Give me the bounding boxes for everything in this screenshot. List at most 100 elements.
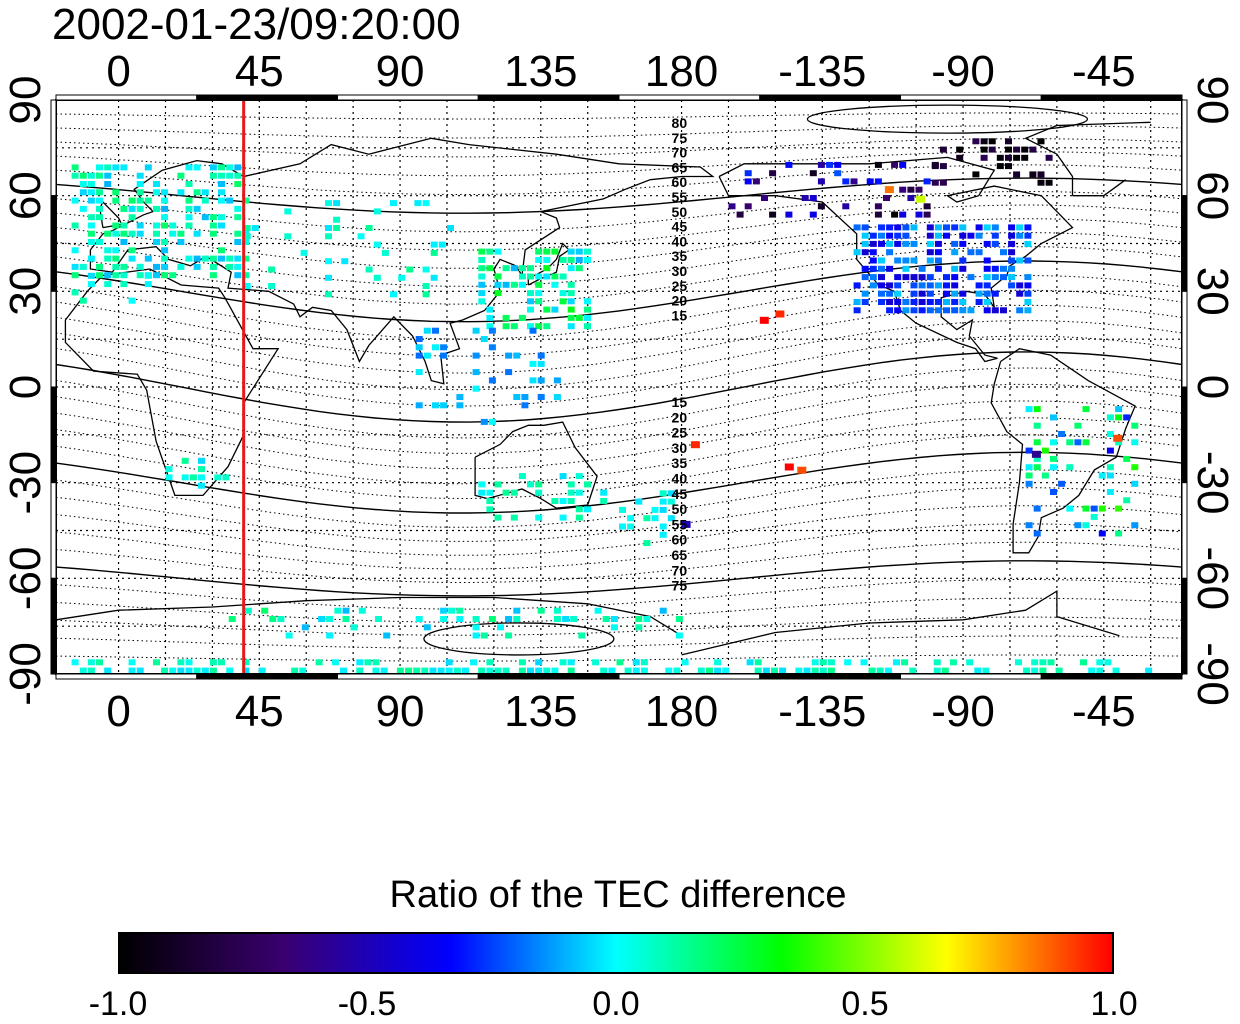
tec-point [518, 265, 526, 272]
tec-point [440, 607, 448, 614]
contour-line [55, 616, 1183, 636]
tec-point [559, 473, 567, 480]
tec-point [161, 214, 169, 221]
tec-point [801, 195, 809, 201]
tec-point [79, 205, 87, 212]
tec-point [779, 667, 787, 674]
tec-point [193, 164, 201, 171]
tec-point [910, 257, 918, 264]
tec-point [884, 186, 894, 194]
lon-tick-top: -90 [931, 47, 995, 96]
tec-point [559, 273, 567, 280]
contour-labels: 8075706560555045403530252015152025303540… [672, 115, 688, 594]
tec-point [570, 616, 578, 622]
tec-point [894, 282, 902, 289]
contour-line [55, 320, 1183, 391]
tec-point [422, 200, 430, 207]
tec-point [1013, 154, 1021, 161]
tec-point [193, 205, 201, 212]
tec-point [910, 274, 918, 281]
tec-point [934, 265, 942, 272]
tec-point [553, 377, 561, 384]
tec-point [383, 632, 391, 639]
tec-point [405, 667, 413, 674]
tec-point [1131, 480, 1139, 487]
tec-point [372, 667, 380, 674]
tec-point [494, 667, 502, 674]
tec-point [1088, 667, 1096, 674]
tec-point [899, 161, 907, 168]
tec-point [869, 240, 877, 247]
tec-point [1055, 667, 1063, 674]
tec-point [762, 667, 770, 674]
tec-point [861, 265, 869, 272]
tec-point [261, 607, 269, 614]
contour-line [55, 417, 1183, 485]
tec-point [242, 667, 250, 674]
tec-point [161, 239, 169, 245]
tec-point [326, 616, 334, 622]
tec-point [1025, 480, 1033, 487]
tec-point [819, 667, 827, 674]
tec-point [659, 506, 667, 513]
tec-point [1123, 455, 1131, 462]
tec-point [868, 667, 876, 674]
tec-point [136, 263, 144, 270]
tec-point [809, 170, 817, 177]
tec-point [681, 520, 691, 528]
tec-point [325, 200, 332, 207]
tec-point [299, 667, 307, 674]
tec-point [429, 667, 437, 674]
tec-point [894, 299, 902, 305]
tec-point [128, 230, 136, 237]
tec-point [104, 272, 112, 279]
tec-point [71, 172, 79, 179]
tec-point [943, 307, 950, 314]
tec-point [333, 225, 341, 231]
tec-point [915, 211, 923, 218]
lat-tick-left: 60 [1, 171, 50, 220]
lon-tick-top: 90 [376, 47, 425, 96]
tec-point [584, 314, 591, 321]
tec-point [1005, 163, 1012, 170]
tec-point [1024, 224, 1032, 231]
tec-point [785, 211, 793, 218]
map-frame [50, 94, 1188, 680]
tec-point [575, 506, 583, 513]
tec-point [193, 230, 201, 237]
tec-point [87, 239, 95, 245]
tec-point [478, 481, 486, 488]
tec-point [277, 616, 285, 622]
tec-point [910, 290, 918, 297]
tec-point [161, 222, 169, 229]
tec-point [1031, 659, 1039, 666]
tec-point [951, 274, 959, 281]
lat-tick-left: -90 [1, 642, 50, 706]
tec-point [472, 616, 480, 622]
tec-point [1013, 171, 1021, 178]
tec-point [1021, 154, 1029, 161]
tec-point [1106, 472, 1114, 479]
tec-point [218, 172, 225, 179]
tec-point [71, 197, 79, 204]
tec-point [1008, 265, 1016, 272]
tec-point [923, 203, 931, 210]
tec-point [931, 179, 939, 186]
tec-point [1033, 505, 1041, 512]
tec-point [79, 181, 87, 187]
tec-point [144, 272, 152, 279]
tec-point [488, 418, 496, 425]
tec-point [193, 667, 201, 674]
tec-point [136, 205, 144, 212]
tec-point [497, 624, 504, 631]
tec-point [1106, 447, 1114, 454]
lon-tick-bottom: -135 [778, 687, 866, 736]
tec-point [486, 498, 494, 504]
tec-point [494, 290, 502, 297]
tec-point [218, 214, 225, 221]
tec-point [926, 257, 934, 264]
tec-point [513, 616, 521, 622]
tec-point [486, 306, 494, 313]
tec-point [860, 659, 868, 666]
tec-point [375, 616, 382, 622]
